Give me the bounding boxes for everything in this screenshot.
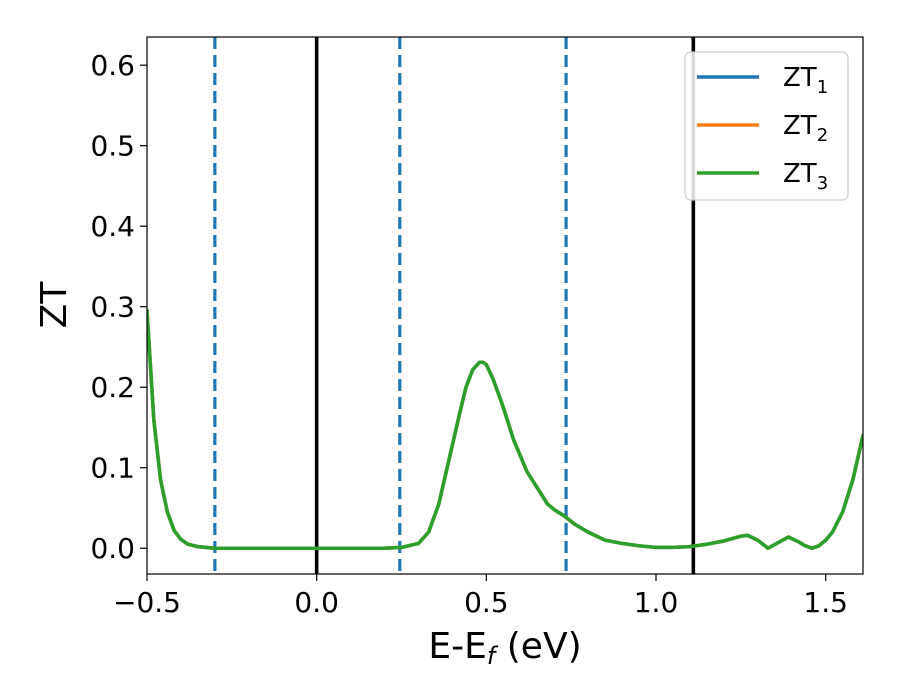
y-axis-ticks: 0.0 0.1 0.2 0.3 0.4 0.5 0.6 [90,49,147,565]
series-lines [147,308,863,550]
y-tick-label: 0.1 [90,452,135,485]
y-tick-label: 0.6 [90,49,135,82]
x-tick-label: 0.5 [464,586,509,619]
x-tick-label: −0.5 [113,586,181,619]
x-tick-label: 1.5 [803,586,848,619]
y-tick-label: 0.4 [90,210,135,243]
y-axis-label: ZT [34,281,75,329]
plot-frame [146,36,864,575]
y-tick-label: 0.2 [90,371,135,404]
x-tick-label: 1.0 [634,586,679,619]
x-axis-label: E-Ef (eV) [428,626,581,670]
y-tick-label: 0.5 [90,130,135,163]
y-tick-label: 0.0 [90,532,135,565]
x-axis-ticks: −0.5 0.0 0.5 1.0 1.5 [113,574,848,619]
legend-box [684,51,849,201]
x-tick-label: 0.0 [294,586,339,619]
series-line-zt3 [147,308,863,550]
legend: ZT1 ZT2 ZT3 [684,51,849,201]
legend-label-zt1: ZT1 [783,63,828,98]
y-tick-label: 0.3 [90,291,135,324]
legend-label-zt3: ZT3 [783,159,828,194]
legend-label-zt2: ZT2 [783,111,828,146]
